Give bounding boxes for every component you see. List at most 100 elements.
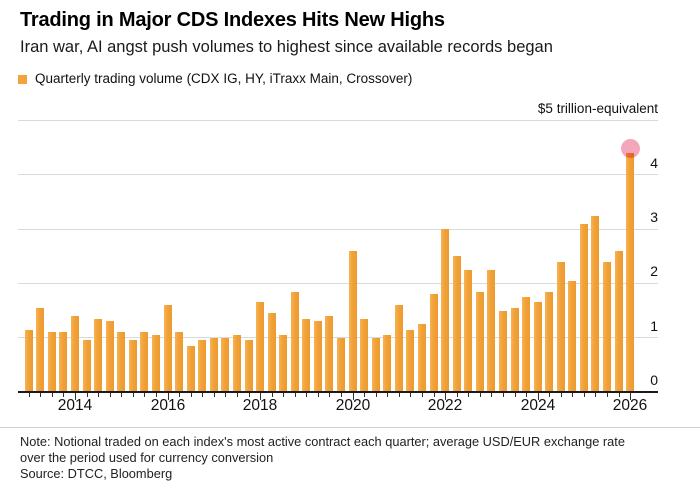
volume-bar bbox=[580, 224, 588, 392]
x-axis-tick bbox=[630, 392, 631, 400]
x-axis-tick bbox=[387, 392, 388, 397]
y-axis-tick-label: 4 bbox=[650, 155, 658, 171]
x-axis-tick bbox=[376, 392, 377, 397]
legend-swatch-icon bbox=[18, 74, 27, 84]
volume-bar bbox=[106, 321, 114, 392]
volume-bar bbox=[291, 292, 299, 392]
volume-bar bbox=[152, 335, 160, 392]
volume-bar bbox=[187, 346, 195, 392]
x-axis-tick bbox=[561, 392, 562, 397]
volume-bar bbox=[406, 330, 414, 392]
gridline bbox=[18, 120, 658, 121]
volume-bar bbox=[591, 216, 599, 392]
x-axis-tick bbox=[306, 392, 307, 397]
volume-bar bbox=[395, 305, 403, 392]
x-axis-tick bbox=[52, 392, 53, 397]
volume-bar bbox=[325, 316, 333, 392]
x-axis-tick bbox=[272, 392, 273, 397]
x-axis-tick bbox=[98, 392, 99, 397]
volume-bar bbox=[221, 338, 229, 392]
volume-bar bbox=[233, 335, 241, 392]
x-axis-tick bbox=[364, 392, 365, 397]
y-axis-tick-label: 0 bbox=[650, 372, 658, 388]
volume-bar bbox=[94, 319, 102, 392]
x-axis-tick bbox=[619, 392, 620, 397]
y-axis-tick-label: 3 bbox=[650, 209, 658, 225]
x-axis-tick bbox=[237, 392, 238, 397]
volume-bar bbox=[36, 308, 44, 392]
x-axis-tick bbox=[607, 392, 608, 397]
x-axis-tick bbox=[225, 392, 226, 397]
volume-bar bbox=[603, 262, 611, 392]
x-axis-tick bbox=[156, 392, 157, 397]
y-axis-unit-label: $5 trillion-equivalent bbox=[537, 101, 658, 116]
x-axis-tick bbox=[572, 392, 573, 397]
legend-label: Quarterly trading volume (CDX IG, HY, iT… bbox=[35, 71, 413, 86]
x-axis-tick bbox=[133, 392, 134, 397]
x-axis-tick bbox=[295, 392, 296, 397]
volume-bar bbox=[499, 311, 507, 392]
x-axis-tick bbox=[526, 392, 527, 397]
x-axis-tick bbox=[144, 392, 145, 397]
x-axis-tick bbox=[595, 392, 596, 397]
volume-bar bbox=[175, 332, 183, 392]
x-axis-tick bbox=[410, 392, 411, 397]
volume-bar bbox=[25, 330, 33, 392]
volume-bar bbox=[534, 302, 542, 392]
x-axis-tick bbox=[40, 392, 41, 397]
footnote-line-2: over the period used for currency conver… bbox=[20, 450, 274, 465]
x-axis-tick bbox=[202, 392, 203, 397]
volume-bar bbox=[430, 294, 438, 392]
y-axis-tick-label: 2 bbox=[650, 263, 658, 279]
x-axis-tick bbox=[457, 392, 458, 397]
volume-bar bbox=[383, 335, 391, 392]
legend: Quarterly trading volume (CDX IG, HY, iT… bbox=[18, 71, 412, 86]
x-axis-tick bbox=[549, 392, 550, 397]
volume-bar bbox=[314, 321, 322, 392]
footnote: Note: Notional traded on each index's mo… bbox=[20, 434, 625, 482]
x-axis-line bbox=[18, 391, 658, 393]
source-text: Source: DTCC, Bloomberg bbox=[20, 466, 173, 481]
volume-bar bbox=[372, 338, 380, 392]
gridline bbox=[18, 337, 658, 338]
volume-bar bbox=[48, 332, 56, 392]
volume-bar bbox=[279, 335, 287, 392]
volume-bar bbox=[256, 302, 264, 392]
footer-divider bbox=[0, 427, 700, 428]
x-axis-tick bbox=[168, 392, 169, 400]
x-axis-tick bbox=[214, 392, 215, 397]
volume-bar bbox=[268, 313, 276, 392]
x-axis-tick bbox=[341, 392, 342, 397]
page-title: Trading in Major CDS Indexes Hits New Hi… bbox=[20, 9, 445, 31]
x-axis-tick bbox=[121, 392, 122, 397]
x-axis-tick bbox=[445, 392, 446, 400]
volume-bar bbox=[476, 292, 484, 392]
x-axis-tick bbox=[283, 392, 284, 397]
x-axis-tick bbox=[249, 392, 250, 397]
volume-bar bbox=[210, 338, 218, 392]
volume-bar bbox=[71, 316, 79, 392]
gridline bbox=[18, 174, 658, 175]
x-axis-tick bbox=[480, 392, 481, 397]
gridline bbox=[18, 229, 658, 230]
x-axis-tick bbox=[399, 392, 400, 397]
volume-bar bbox=[568, 281, 576, 392]
x-axis-tick bbox=[191, 392, 192, 397]
x-axis-tick bbox=[515, 392, 516, 397]
x-axis-year-label: 2014 bbox=[57, 397, 93, 414]
volume-bar bbox=[360, 319, 368, 392]
x-axis-tick bbox=[318, 392, 319, 397]
x-axis-tick bbox=[422, 392, 423, 397]
x-axis-tick bbox=[29, 392, 30, 397]
volume-bar bbox=[487, 270, 495, 392]
x-axis-tick bbox=[87, 392, 88, 397]
x-axis-year-label: 2022 bbox=[427, 397, 463, 414]
volume-bar bbox=[245, 340, 253, 392]
x-axis-tick bbox=[503, 392, 504, 397]
x-axis-tick bbox=[538, 392, 539, 400]
volume-bar bbox=[522, 297, 530, 392]
x-axis-year-label: 2026 bbox=[612, 397, 648, 414]
volume-bar bbox=[83, 340, 91, 392]
x-axis-year-label: 2020 bbox=[335, 397, 371, 414]
x-axis-year-label: 2016 bbox=[150, 397, 186, 414]
